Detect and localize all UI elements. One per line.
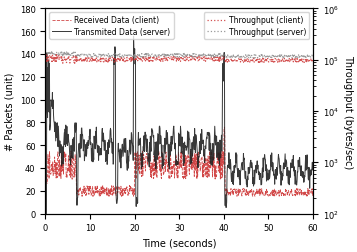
Y-axis label: # Packets (unit): # Packets (unit)	[4, 73, 14, 150]
X-axis label: Time (seconds): Time (seconds)	[142, 238, 216, 248]
Legend: Throughput (client), Throughput (server): Throughput (client), Throughput (server)	[203, 13, 309, 39]
Y-axis label: Throughput (bytes/sec): Throughput (bytes/sec)	[343, 55, 353, 168]
Legend: Received Data (client), Transmited Data (server): Received Data (client), Transmited Data …	[49, 13, 174, 39]
